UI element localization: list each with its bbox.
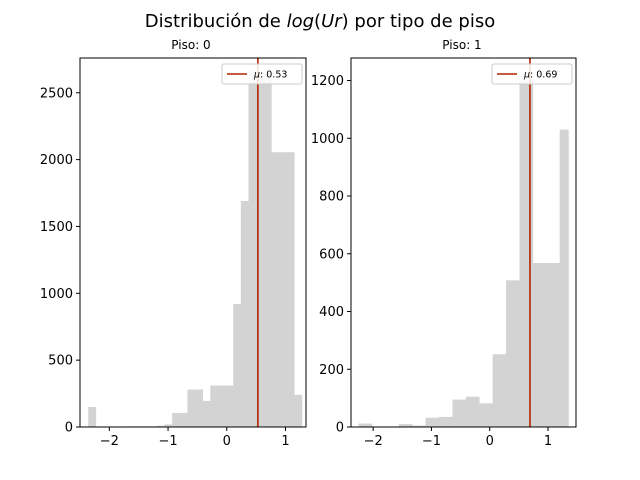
histogram-bar: [202, 400, 211, 427]
histogram-bar: [256, 71, 265, 427]
x-ticks: −2 −1 0 1: [100, 427, 290, 449]
histogram-bar: [210, 385, 219, 427]
y-tick-label: 200: [319, 363, 344, 378]
subplot-title: Piso: 0: [171, 38, 210, 52]
histogram-bar: [532, 263, 547, 427]
bars-group: [358, 80, 569, 428]
subplot-piso-1: Piso: 1 −2 −1 0 1 0 200 400 600 800 1000 1200 μ: …: [311, 38, 577, 449]
y-tick-label: 0: [336, 421, 344, 436]
histogram-bar: [519, 80, 534, 428]
y-tick-label: 500: [48, 354, 73, 369]
histogram-bar: [225, 385, 234, 427]
legend-label: μ: 0.69: [523, 70, 557, 81]
axes-frame: [79, 57, 307, 428]
y-tick-label: 800: [319, 190, 344, 205]
histogram-bar: [278, 152, 287, 427]
legend-box: [221, 63, 303, 85]
legend: μ: 0.69: [491, 63, 573, 85]
y-tick-label: 1200: [311, 74, 344, 89]
histogram-bar: [506, 280, 520, 427]
histogram-bar: [286, 152, 295, 427]
histogram-bar: [492, 354, 507, 427]
legend-box: [491, 63, 573, 85]
legend: μ: 0.53: [221, 63, 303, 85]
histogram-bar: [559, 129, 569, 427]
histogram-bar: [195, 389, 203, 427]
subplot-piso-0: Piso: 0 −2 −1 0 1 0 500 1000 1500 2000 2500 μ: 0…: [40, 38, 307, 449]
histogram-bar: [248, 71, 257, 427]
figure-title: Distribución de log(Ur) por tipo de piso: [145, 11, 495, 32]
x-tick-label: 1: [281, 434, 289, 449]
histogram-bar: [294, 394, 303, 427]
histogram-bar: [452, 399, 467, 427]
y-tick-label: 0: [65, 421, 73, 436]
x-tick-label: 1: [544, 434, 552, 449]
histogram-bar: [546, 263, 560, 427]
histogram-bar: [412, 425, 426, 427]
bars-group: [88, 71, 303, 427]
y-tick-label: 1500: [40, 220, 73, 235]
legend-label: μ: 0.53: [253, 70, 287, 81]
x-tick-label: −1: [158, 434, 177, 449]
x-tick-label: 0: [486, 434, 494, 449]
y-ticks: 0 500 1000 1500 2000 2500: [40, 86, 80, 436]
x-tick-label: −2: [364, 434, 383, 449]
histogram-bar: [425, 417, 440, 427]
axes-frame: [350, 57, 577, 428]
histogram-bar: [439, 416, 453, 427]
histogram-bar: [398, 424, 413, 427]
histogram-bar: [240, 201, 249, 427]
histogram-bar: [263, 71, 272, 427]
x-ticks: −2 −1 0 1: [364, 427, 552, 449]
y-tick-label: 1000: [311, 132, 344, 147]
histogram-bar: [88, 406, 97, 427]
histogram-bar: [358, 423, 373, 427]
histogram-bar: [479, 403, 493, 427]
histogram-bar: [217, 385, 226, 427]
histogram-bar: [164, 424, 173, 427]
x-tick-label: −2: [100, 434, 119, 449]
x-tick-label: −1: [422, 434, 441, 449]
x-tick-label: 0: [223, 434, 231, 449]
histogram-bar: [271, 152, 280, 427]
histogram-bar: [233, 304, 242, 427]
histogram-bar: [172, 412, 181, 427]
histogram-bar: [156, 425, 165, 427]
histogram-bar: [187, 389, 196, 427]
y-ticks: 0 200 400 600 800 1000 1200: [311, 74, 351, 436]
y-tick-label: 2500: [40, 86, 73, 101]
y-tick-label: 1000: [40, 287, 73, 302]
y-tick-label: 600: [319, 247, 344, 262]
subplot-title: Piso: 1: [442, 38, 481, 52]
histogram-bar: [179, 412, 188, 427]
y-tick-label: 400: [319, 305, 344, 320]
y-tick-label: 2000: [40, 153, 73, 168]
histogram-bar: [465, 396, 480, 427]
